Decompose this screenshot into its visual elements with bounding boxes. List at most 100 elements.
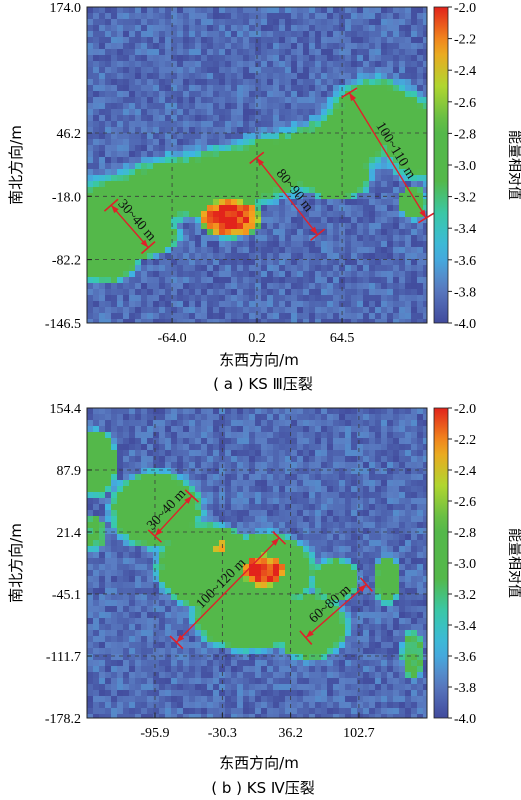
heatmap-cell [327,145,334,152]
heatmap-cell [99,307,106,314]
heatmap-cell [165,552,172,559]
heatmap-cell [273,438,280,445]
heatmap-cell [357,145,364,152]
heatmap-cell [357,109,364,116]
heatmap-cell [129,259,136,266]
heatmap-cell [237,133,244,140]
heatmap-cell [177,13,184,20]
heatmap-cell [267,450,274,457]
heatmap-cell [117,133,124,140]
heatmap-cell [219,642,226,649]
heatmap-cell [123,133,130,140]
heatmap-cell [405,235,412,242]
heatmap-cell [291,654,298,661]
heatmap-cell [147,684,154,691]
heatmap-cell [255,199,262,206]
heatmap-cell [135,408,142,415]
heatmap-cell [213,199,220,206]
heatmap-cell [123,253,130,260]
heatmap-cell [195,564,202,571]
heatmap-cell [171,456,178,463]
heatmap-cell [99,636,106,643]
heatmap-cell [189,678,196,685]
heatmap-cell [393,157,400,164]
heatmap-cell [417,79,424,86]
heatmap-cell [315,139,322,146]
heatmap-cell [123,624,130,631]
heatmap-cell [249,91,256,98]
heatmap-cell [357,319,364,323]
heatmap-cell [123,666,130,673]
heatmap-cell [387,241,394,248]
heatmap-cell [177,55,184,62]
heatmap-cell [135,25,142,32]
heatmap-cell [351,163,358,170]
heatmap-cell [285,277,292,284]
heatmap-cell [213,462,220,469]
heatmap-cell [183,582,190,589]
heatmap-cell [111,564,118,571]
heatmap-cell [141,708,148,715]
heatmap-cell [357,235,364,242]
heatmap-cell [345,229,352,236]
heatmap-cell [243,510,250,517]
heatmap-cell [123,313,130,320]
heatmap-cell [273,19,280,26]
heatmap-cell [87,7,94,14]
heatmap-cell [237,241,244,248]
heatmap-cell [411,127,418,134]
heatmap-cell [201,289,208,296]
heatmap-cell [261,277,268,284]
heatmap-cell [87,564,94,571]
heatmap-cell [411,157,418,164]
heatmap-cell [279,714,286,718]
y-tick-label: -146.5 [45,317,81,332]
heatmap-cell [273,313,280,320]
heatmap-cell [147,49,154,56]
heatmap-cell [105,193,112,200]
heatmap-cell [351,253,358,260]
heatmap-cell [303,546,310,553]
heatmap-cell [345,67,352,74]
heatmap-cell [189,534,196,541]
heatmap-cell [399,61,406,68]
heatmap-cell [195,151,202,158]
heatmap-cell [123,654,130,661]
heatmap-cell [141,103,148,110]
heatmap-cell [267,19,274,26]
heatmap-cell [417,67,424,74]
heatmap-cell [393,79,400,86]
heatmap-cell [207,690,214,697]
heatmap-cell [153,319,160,323]
heatmap-cell [225,642,232,649]
heatmap-cell [231,636,238,643]
heatmap-cell [333,115,340,122]
heatmap-cell [291,474,298,481]
heatmap-cell [165,474,172,481]
heatmap-cell [213,714,220,718]
heatmap-cell [177,474,184,481]
heatmap-cell [279,247,286,254]
heatmap-cell [123,588,130,595]
heatmap-cell [201,558,208,565]
heatmap-cell [333,85,340,92]
heatmap-cell [189,468,196,475]
heatmap-cell [213,612,220,619]
heatmap-cell [87,13,94,20]
heatmap-cell [111,468,118,475]
heatmap-cell [183,600,190,607]
heatmap-cell [279,229,286,236]
heatmap-cell [237,702,244,709]
measurement-arrowhead [256,157,265,166]
heatmap-cell [147,660,154,667]
heatmap-cell [297,235,304,242]
heatmap-cell [111,408,118,415]
heatmap-cell [387,307,394,314]
heatmap-cell [165,486,172,493]
heatmap-cell [351,133,358,140]
heatmap-cell [135,624,142,631]
heatmap-cell [219,498,226,505]
heatmap-cell [189,552,196,559]
heatmap-cell [315,253,322,260]
heatmap-cell [153,199,160,206]
